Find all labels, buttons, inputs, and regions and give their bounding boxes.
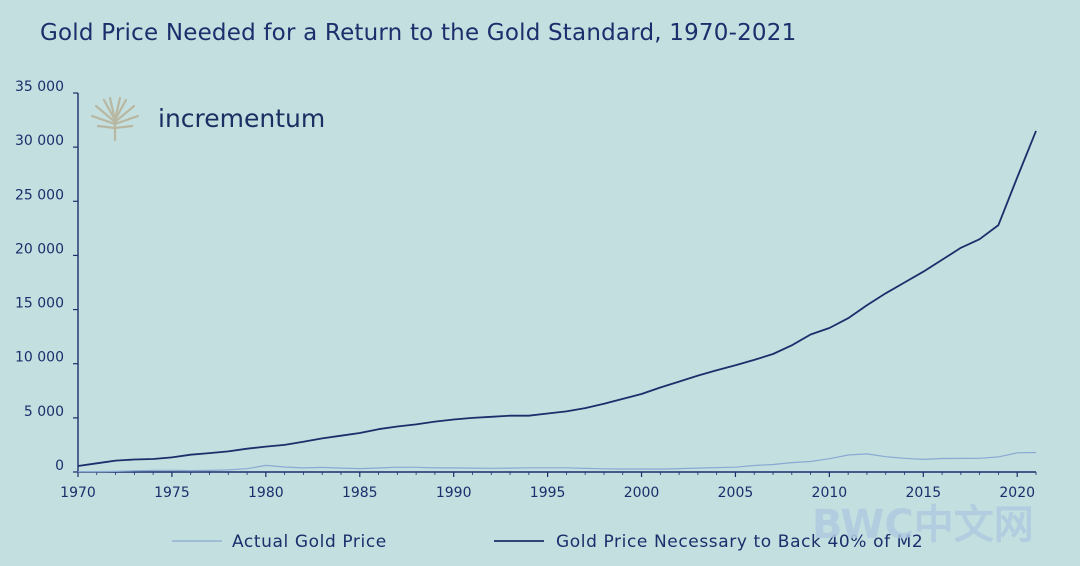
y-tick-label: 0 bbox=[55, 458, 64, 474]
x-tick-label: 1975 bbox=[154, 485, 190, 501]
chart-title: Gold Price Needed for a Return to the Go… bbox=[40, 20, 797, 46]
x-tick-label: 2020 bbox=[999, 485, 1035, 501]
axes bbox=[77, 93, 1036, 473]
series-line-actual-gold-price bbox=[78, 451, 1037, 473]
x-tick-label: 2000 bbox=[624, 485, 660, 501]
x-tick-label: 1985 bbox=[342, 485, 378, 501]
legend: Actual Gold Price Gold Price Necessary to… bbox=[172, 532, 923, 552]
logo-text: incrementum bbox=[158, 104, 326, 133]
x-tick-label: 2010 bbox=[812, 485, 848, 501]
x-tick-label: 1970 bbox=[60, 485, 96, 501]
y-axis-ticks: 0 5 000 10 000 15 000 20 000 25 000 30 000 35 0… bbox=[15, 79, 78, 474]
y-tick-label: 30 000 bbox=[15, 133, 64, 149]
y-tick-label: 10 000 bbox=[15, 350, 64, 366]
x-tick-label: 2005 bbox=[718, 485, 754, 501]
legend-label: Gold Price Necessary to Back 40% of M2 bbox=[556, 532, 923, 552]
y-tick-label: 25 000 bbox=[15, 187, 64, 203]
x-tick-label: 1990 bbox=[436, 485, 472, 501]
x-tick-label: 1980 bbox=[248, 485, 284, 501]
series-group bbox=[77, 130, 1037, 473]
tree-icon bbox=[90, 96, 140, 142]
x-tick-label: 2015 bbox=[905, 485, 941, 501]
x-tick-label: 1995 bbox=[530, 485, 566, 501]
watermark: BWC中文网 bbox=[812, 502, 1034, 548]
y-tick-label: 20 000 bbox=[15, 241, 64, 257]
y-tick-label: 5 000 bbox=[24, 404, 64, 420]
series-line-gold-standard-price bbox=[77, 130, 1037, 467]
legend-label: Actual Gold Price bbox=[232, 532, 387, 552]
x-axis-ticks: 1970 1975 1980 1985 1990 1995 2000 2005 2010 2015… bbox=[60, 472, 1037, 501]
y-tick-label: 15 000 bbox=[15, 296, 64, 312]
y-tick-label: 35 000 bbox=[15, 79, 64, 95]
